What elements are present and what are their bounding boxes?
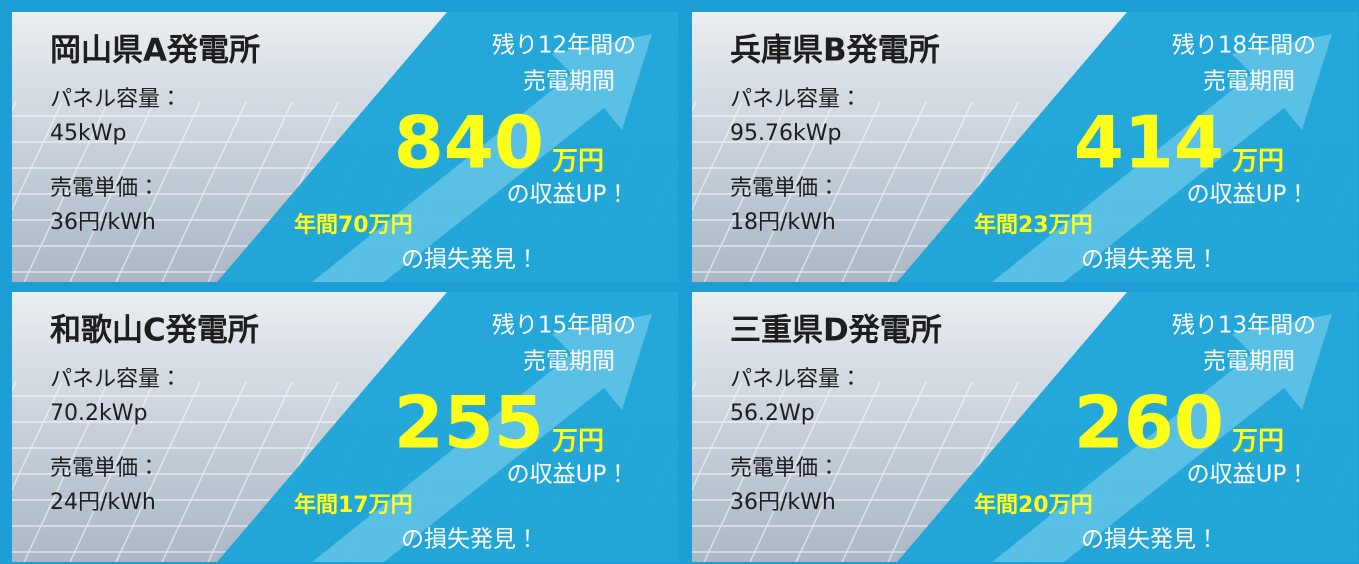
gain-amount: 260 — [1074, 381, 1224, 465]
loss-amount: 年間20万円 — [974, 492, 1093, 518]
price-value: 36円/kWh — [730, 490, 836, 515]
panel-value: 45kWp — [50, 121, 126, 146]
plant-title: 岡山県A発電所 — [50, 33, 260, 69]
gain-amount: 840 — [394, 101, 544, 185]
remaining-line2: 売電期間 — [1203, 349, 1295, 375]
card-grid: 岡山県A発電所パネル容量： 45kWp 売電単価： 36円/kWh 残り12年間の売電期… — [0, 0, 1359, 564]
remaining-line2: 売電期間 — [1203, 69, 1295, 95]
remaining-line2: 売電期間 — [523, 349, 615, 375]
loss-text: の損失発見！ — [401, 247, 539, 273]
gain-amount: 255 — [394, 381, 544, 465]
loss-text: の損失発見！ — [1081, 527, 1219, 553]
plant-title: 三重県D発電所 — [730, 313, 942, 349]
price-label: 売電単価： — [730, 176, 840, 201]
price-value: 24円/kWh — [50, 490, 156, 515]
panel-label: パネル容量： — [50, 367, 182, 392]
plant-title: 和歌山C発電所 — [50, 313, 259, 349]
loss-amount: 年間70万円 — [294, 212, 413, 238]
price-label: 売電単価： — [50, 176, 160, 201]
gain-unit: 万円 — [552, 147, 604, 177]
gain-unit: 万円 — [552, 427, 604, 457]
panel-label: パネル容量： — [730, 87, 862, 112]
price-value: 18円/kWh — [730, 210, 836, 235]
gain-text: の収益UP！ — [507, 462, 630, 488]
remaining-line1: 残り12年間の — [492, 33, 636, 59]
gain-unit: 万円 — [1232, 147, 1284, 177]
price-value: 36円/kWh — [50, 210, 156, 235]
price-label: 売電単価： — [730, 456, 840, 481]
remaining-line2: 売電期間 — [523, 69, 615, 95]
gain-text: の収益UP！ — [1187, 182, 1310, 208]
panel-label: パネル容量： — [730, 367, 862, 392]
panel-value: 70.2kWp — [50, 401, 147, 426]
plant-title: 兵庫県B発電所 — [730, 33, 940, 69]
panel-label: パネル容量： — [50, 87, 182, 112]
price-label: 売電単価： — [50, 456, 160, 481]
panel-value: 56.2Wp — [730, 401, 815, 426]
remaining-line1: 残り18年間の — [1172, 33, 1316, 59]
panel-value: 95.76kWp — [730, 121, 841, 146]
gain-text: の収益UP！ — [1187, 462, 1310, 488]
gain-unit: 万円 — [1232, 427, 1284, 457]
loss-text: の損失発見！ — [401, 527, 539, 553]
remaining-line1: 残り15年間の — [492, 313, 636, 339]
loss-amount: 年間23万円 — [974, 212, 1093, 238]
gain-text: の収益UP！ — [507, 182, 630, 208]
loss-text: の損失発見！ — [1081, 247, 1219, 273]
gain-amount: 414 — [1074, 101, 1224, 185]
loss-amount: 年間17万円 — [294, 492, 413, 518]
remaining-line1: 残り13年間の — [1172, 313, 1316, 339]
